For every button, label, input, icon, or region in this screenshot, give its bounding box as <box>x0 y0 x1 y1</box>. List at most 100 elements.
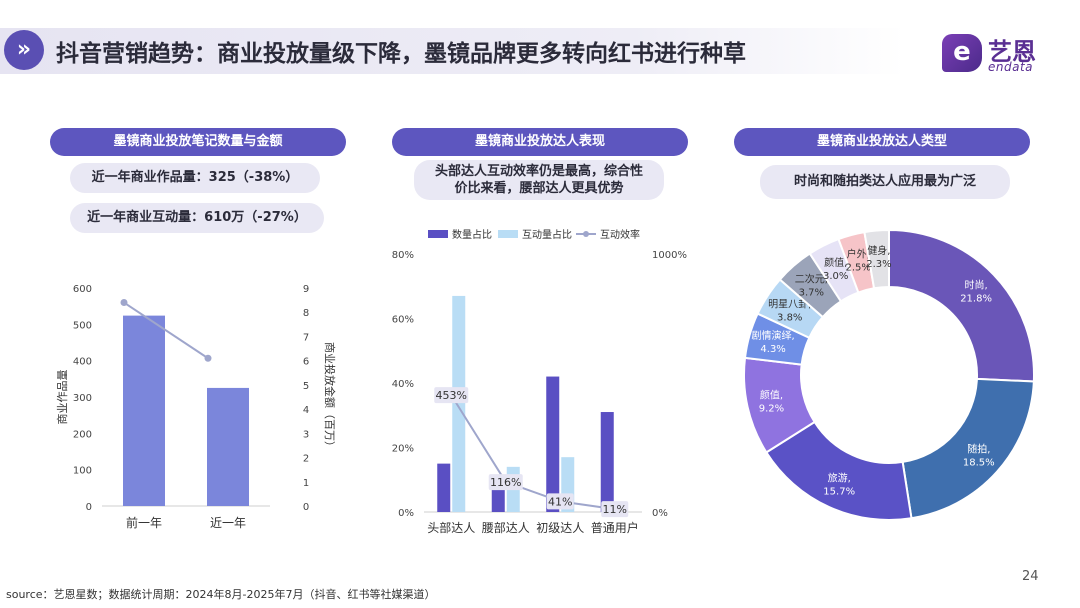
slice-label: 颜值, <box>824 256 847 269</box>
y-tick-label: 20% <box>392 444 414 455</box>
slice-label: 颜值, <box>760 389 783 402</box>
chart-kol-performance: 数量占比 互动量占比 互动效率 0% 20% 40% 60% 80% 0% 1000% 头部达人 腰部… <box>392 228 687 535</box>
y-tick-label: 500 <box>73 320 92 331</box>
y2-tick-label: 1000% <box>652 250 687 261</box>
slice-value-label: 9.2% <box>759 404 784 415</box>
slice-value-label: 3.7% <box>799 288 824 299</box>
line-spend <box>123 301 209 360</box>
panel3-note: 时尚和随拍类达人应用最为广泛 <box>760 165 1010 199</box>
bar-count-share <box>437 463 451 512</box>
double-chevron-icon: » <box>4 30 44 70</box>
efficiency-label-box <box>601 501 629 518</box>
chart-works-and-spend: 0 100 200 300 400 500 600 0 1 2 3 4 5 6 7 8 9 商业作品量 商业投放金额… <box>55 284 337 530</box>
panel1-heading: 墨镜商业投放笔记数量与金额 <box>50 128 346 156</box>
efficiency-data-label: 41% <box>548 495 572 508</box>
panel1-stat-works: 近一年商业作品量：325（-38%） <box>70 163 320 193</box>
slice-value-label: 18.5% <box>963 457 995 468</box>
efficiency-label-box <box>488 474 523 491</box>
panel3-heading: 墨镜商业投放达人类型 <box>734 128 1030 156</box>
chart-kol-types: 时尚, 21.8% 随拍, 18.5% 旅游, 15.7% 颜值, 9.2% 剧情演绎, 4.3%… <box>743 228 1035 521</box>
x-tick-label: 前一年 <box>126 515 162 530</box>
bar-count-share <box>546 376 560 512</box>
y-tick-label: 80% <box>392 250 414 261</box>
panel2-note-line2: 价比来看，腰部达人更具优势 <box>454 181 624 196</box>
bar-works <box>123 315 165 506</box>
legend-swatch-dot <box>583 231 589 237</box>
efficiency-data-label: 11% <box>603 503 627 516</box>
legend-swatch <box>498 230 518 238</box>
y-tick-label: 60% <box>392 315 414 326</box>
y-tick-label: 200 <box>73 429 92 440</box>
efficiency-label-box <box>434 387 469 404</box>
y2-tick-label: 4 <box>303 405 309 416</box>
logo-english-name: endata <box>988 60 1034 74</box>
y2-tick-label: 9 <box>303 284 309 295</box>
title-bar <box>0 28 905 74</box>
legend-label: 数量占比 <box>452 228 492 241</box>
y2-tick-label: 1 <box>303 478 309 489</box>
x-tick-label: 头部达人 <box>427 520 475 535</box>
pie-slice <box>863 228 890 290</box>
x-tick-label: 腰部达人 <box>482 520 530 535</box>
y-tick-label: 600 <box>73 284 92 295</box>
x-tick-label: 普通用户 <box>591 520 639 535</box>
panel1-stat-interactions: 近一年商业互动量：610万（-27%） <box>70 203 324 233</box>
footer-source: source：艺恩星数；数据统计周期：2024年8月-2025年7月（抖音、红书… <box>6 588 436 601</box>
y2-tick-label: 6 <box>303 357 309 368</box>
y-tick-label: 100 <box>73 466 92 477</box>
page-number: 24 <box>1022 569 1039 584</box>
y2-tick-label: 7 <box>303 332 309 343</box>
panel2-heading: 墨镜商业投放达人表现 <box>392 128 688 156</box>
slice-value-label: 15.7% <box>823 487 855 498</box>
slice-label: 随拍, <box>967 442 990 455</box>
y2-tick-label: 2 <box>303 454 309 465</box>
legend-swatch <box>428 230 448 238</box>
page-title: 抖音营销趋势：商业投放量级下降，墨镜品牌更多转向红书进行种草 <box>56 41 746 67</box>
slice-label: 剧情演绎, <box>752 329 795 342</box>
logo-chinese-name: 艺恩 <box>988 38 1036 66</box>
slice-value-label: 2.5% <box>845 263 870 274</box>
efficiency-data-label: 453% <box>436 389 467 402</box>
slice-value-label: 4.3% <box>760 344 785 355</box>
slice-value-label: 3.0% <box>823 271 848 282</box>
point-spend <box>120 299 128 307</box>
y2-axis-title: 商业投放金额（百万） <box>323 342 337 452</box>
efficiency-label-box <box>546 493 574 510</box>
y-tick-label: 0% <box>398 508 414 519</box>
bar-interaction-share <box>452 295 466 512</box>
y2-tick-label: 0% <box>652 508 668 519</box>
bar-works <box>207 387 249 506</box>
y-tick-label: 300 <box>73 393 92 404</box>
efficiency-data-label: 116% <box>490 476 521 489</box>
y-axis-title: 商业作品量 <box>55 370 69 425</box>
bar-count-share <box>600 412 614 512</box>
y2-tick-label: 3 <box>303 429 309 440</box>
panel2-note: 头部达人互动效率仍是最高，综合性 价比来看，腰部达人更具优势 <box>414 160 664 200</box>
slice-label: 二次元, <box>795 273 828 286</box>
slice-value-label: 2.3% <box>866 259 891 270</box>
slice-label: 健身, <box>867 244 890 257</box>
logo-mark-icon: e <box>942 34 982 72</box>
slice-value-label: 21.8% <box>960 294 992 305</box>
y-tick-label: 0 <box>86 502 92 513</box>
pie-slice <box>888 228 1035 383</box>
y-tick-label: 400 <box>73 357 92 368</box>
x-tick-label: 近一年 <box>210 516 246 530</box>
slice-label: 时尚, <box>964 279 987 292</box>
slice-label: 旅游, <box>828 472 851 485</box>
slice-value-label: 3.8% <box>777 312 802 323</box>
slice-label: 明星八卦, <box>768 297 811 310</box>
y2-tick-label: 5 <box>303 381 309 392</box>
panel2-note-line1: 头部达人互动效率仍是最高，综合性 <box>434 164 643 179</box>
legend-label: 互动效率 <box>600 228 640 241</box>
endata-logo: e 艺恩 endata <box>942 32 1052 76</box>
legend-label: 互动量占比 <box>522 228 572 241</box>
y2-tick-label: 8 <box>303 308 309 319</box>
point-spend <box>204 354 212 362</box>
y2-tick-label: 0 <box>303 502 309 513</box>
line-efficiency <box>450 394 615 511</box>
bar-count-share <box>491 489 505 512</box>
x-tick-label: 初级达人 <box>536 521 584 535</box>
y-tick-label: 40% <box>392 379 414 390</box>
slice-label: 户外, <box>847 248 870 261</box>
